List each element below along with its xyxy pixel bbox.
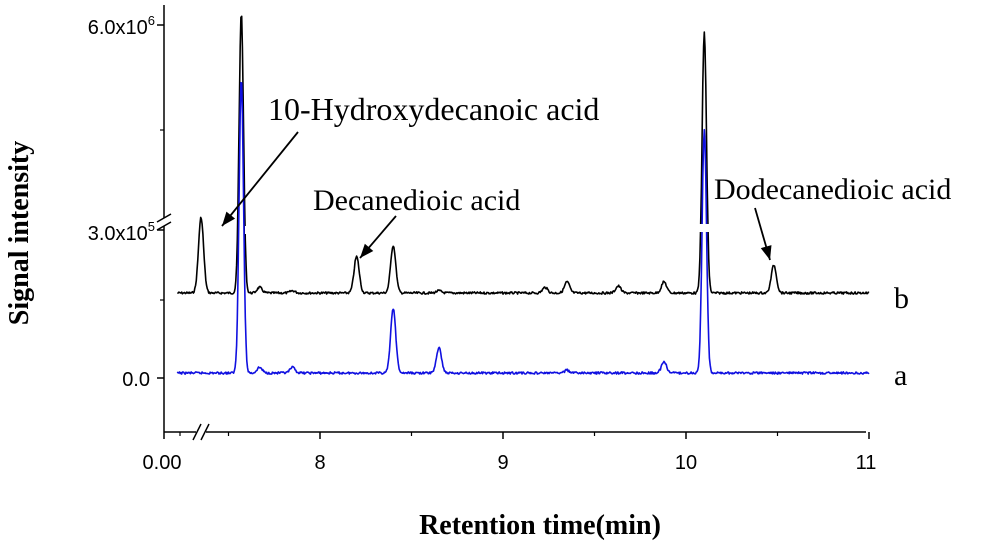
y-tick-label-zero: 0.0 xyxy=(122,369,150,391)
x-tick-label-8: 8 xyxy=(314,452,325,474)
traces xyxy=(176,15,870,375)
series-line-b xyxy=(177,15,870,295)
arrow-hydroxydecanoic-head xyxy=(222,211,236,226)
y-break-mark-2 xyxy=(156,221,172,231)
x-break-mark-1 xyxy=(192,423,202,441)
y-axis-title: Signal intensity xyxy=(4,141,35,325)
arrow-decanedioic-head xyxy=(360,243,374,258)
y-break-mark-1 xyxy=(156,213,172,223)
y-tick-label-top: 6.0x106 xyxy=(88,13,155,39)
arrow-dodecanedioic-head xyxy=(760,245,772,260)
peak-break-gap-2 xyxy=(695,224,720,232)
ticks xyxy=(157,24,870,439)
arrow-hydroxydecanoic-line xyxy=(221,131,299,227)
series-label-a: a xyxy=(894,359,907,392)
series-label-b: b xyxy=(894,282,909,315)
x-tick-label-10: 10 xyxy=(675,452,697,474)
y-tick-label-mid: 3.0x105 xyxy=(88,219,155,245)
x-tick-label-9: 9 xyxy=(497,452,508,474)
x-tick-label-first: 0.00 xyxy=(143,452,182,474)
peak-break-gap-1 xyxy=(245,226,270,234)
x-break-mark-2 xyxy=(200,423,210,441)
annotation-decanedioic: Decanedioic acid xyxy=(313,184,520,217)
annotation-arrows xyxy=(221,131,772,261)
x-axis-title: Retention time(min) xyxy=(419,510,661,541)
series-line-a xyxy=(176,81,870,375)
annotation-dodecanedioic: Dodecanedioic acid xyxy=(714,173,951,206)
annotation-hydroxydecanoic: 10-Hydroxydecanoic acid xyxy=(268,91,599,127)
x-tick-label-11: 11 xyxy=(856,452,877,474)
